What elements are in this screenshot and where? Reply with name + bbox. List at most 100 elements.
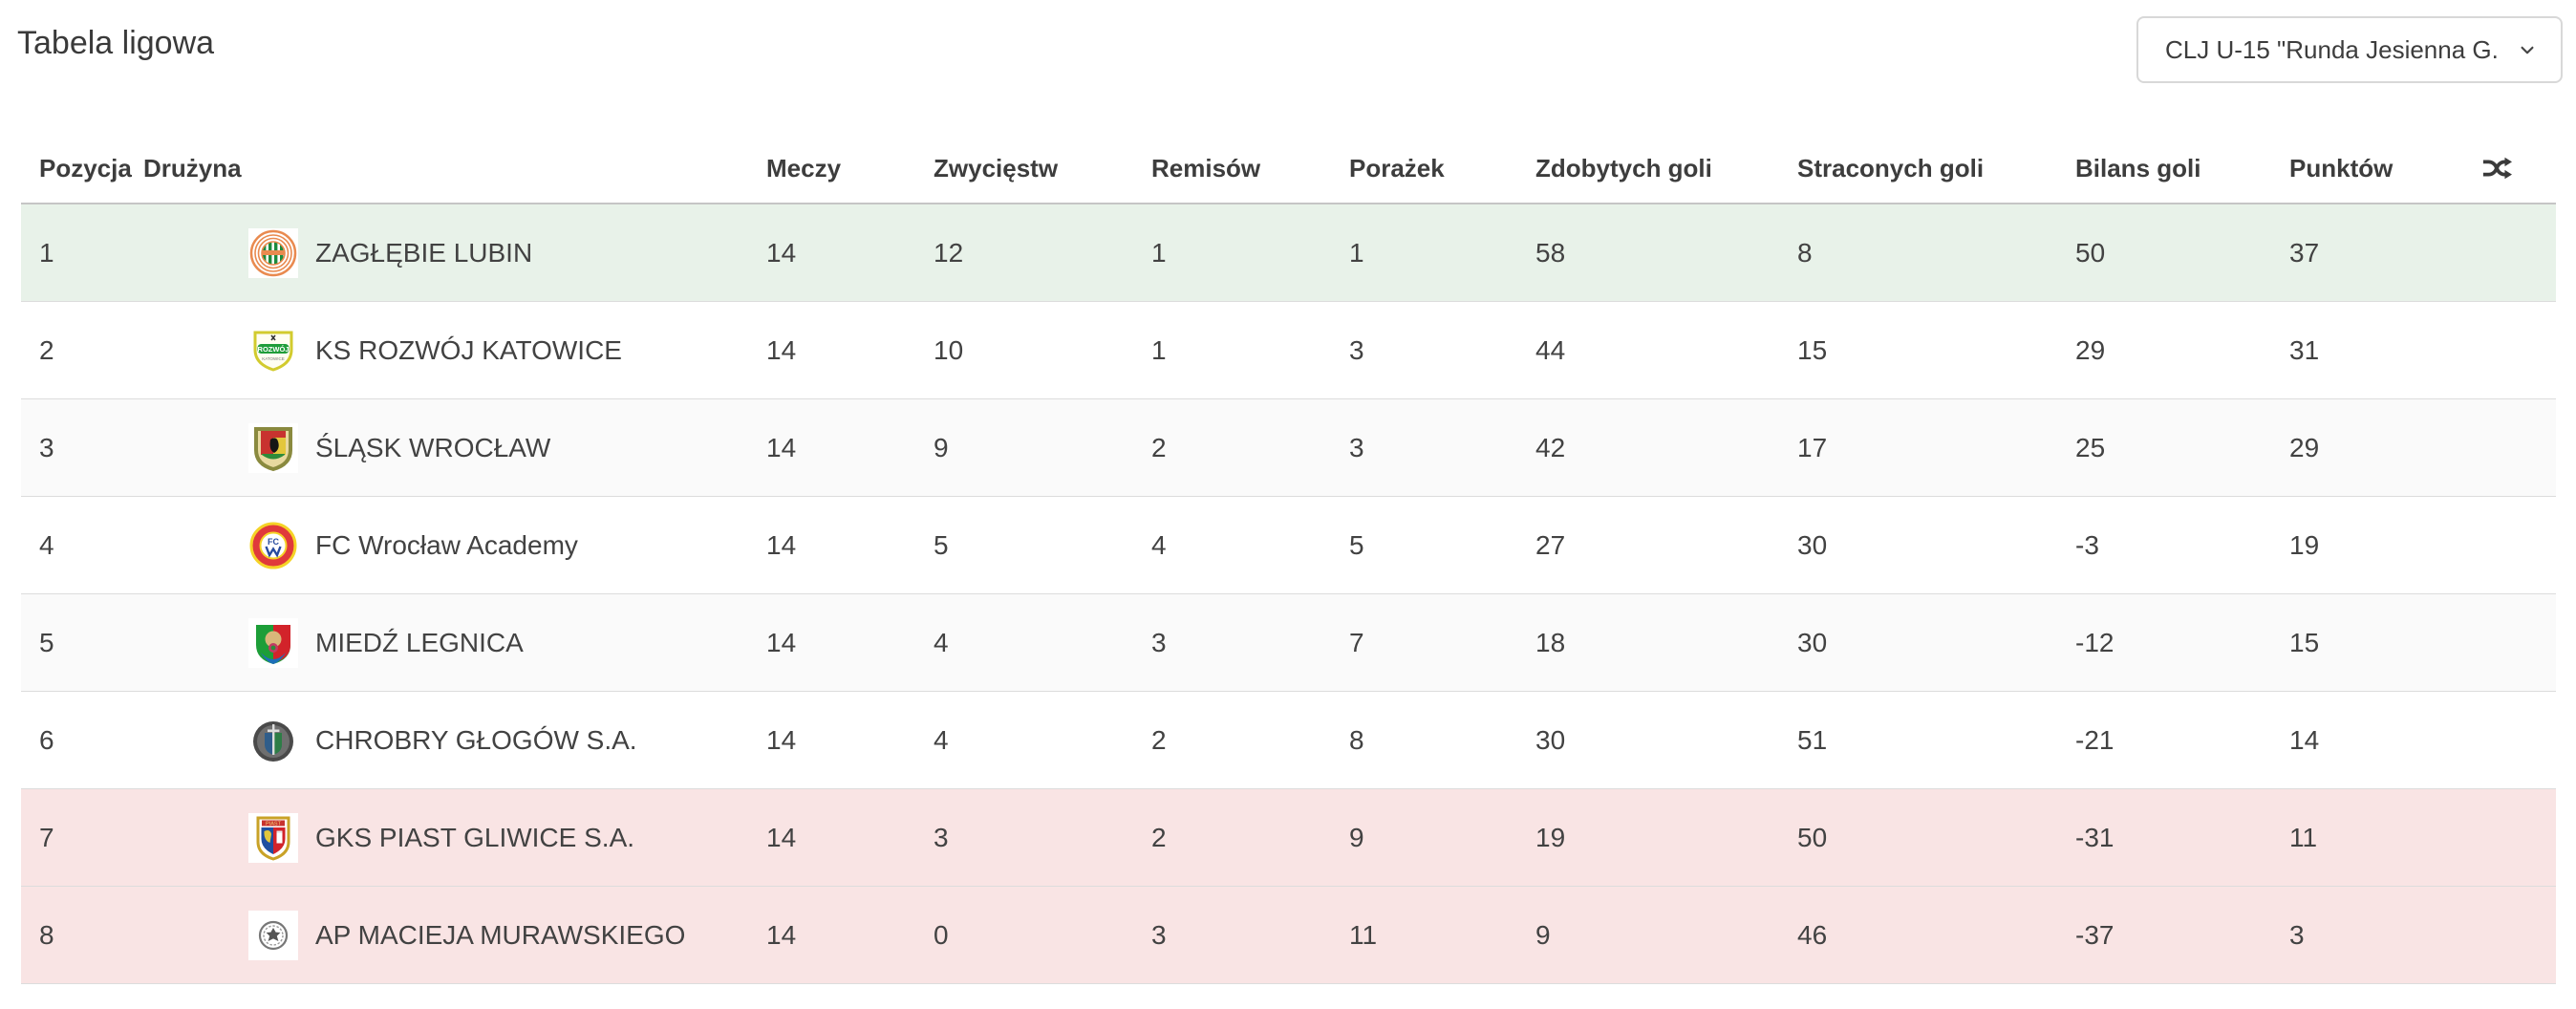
goal-balance-cell: 29 xyxy=(2075,334,2106,365)
wins-cell: 12 xyxy=(934,237,964,268)
position-cell: 8 xyxy=(39,919,54,950)
table-row[interactable]: 2 ROZWÓJ KATOWICE KS ROZWÓJ KATOWICE 14 1… xyxy=(21,302,2556,399)
fc-wroclaw-academy-logo: FC xyxy=(248,520,298,570)
draws-cell: 3 xyxy=(1151,919,1167,950)
losses-cell: 5 xyxy=(1349,529,1364,560)
goal-balance-cell: -37 xyxy=(2075,919,2114,950)
column-header-position: Pozycja xyxy=(39,153,132,182)
position-cell: 1 xyxy=(39,237,54,268)
draws-cell: 1 xyxy=(1151,334,1167,365)
matches-cell: 14 xyxy=(766,334,797,365)
competition-select[interactable]: CLJ U-15 "Runda Jesienna G... xyxy=(2136,16,2563,83)
wins-cell: 4 xyxy=(934,627,949,657)
team-name: KS ROZWÓJ KATOWICE xyxy=(315,334,622,365)
points-cell: 31 xyxy=(2289,334,2320,365)
team-name: CHROBRY GŁOGÓW S.A. xyxy=(315,724,637,755)
svg-text:PIAST: PIAST xyxy=(266,821,282,827)
position-cell: 2 xyxy=(39,334,54,365)
team-cell: FC FC Wrocław Academy xyxy=(143,520,766,570)
column-header-team: Drużyna xyxy=(143,153,242,182)
team-name: ZAGŁĘBIE LUBIN xyxy=(315,237,533,268)
chevron-down-icon xyxy=(2515,37,2540,62)
team-cell: AP MACIEJA MURAWSKIEGO xyxy=(143,910,766,960)
goals-for-cell: 30 xyxy=(1535,724,1566,755)
goals-against-cell: 30 xyxy=(1797,627,1828,657)
table-row[interactable]: 3 ŚLĄSK WROCŁAW 14 9 2 3 42 17 25 29 xyxy=(21,399,2556,497)
table-header-row: Pozycja Drużyna Meczy Zwycięstw Remisów … xyxy=(21,134,2556,204)
team-cell: MIEDŹ LEGNICA xyxy=(143,617,766,668)
position-cell: 7 xyxy=(39,822,54,852)
goals-against-cell: 17 xyxy=(1797,432,1828,462)
table-row[interactable]: 7 PIAST GKS PIAST GLIWICE S.A. 14 3 2 9 … xyxy=(21,789,2556,887)
losses-cell: 9 xyxy=(1349,822,1364,852)
goal-balance-cell: -21 xyxy=(2075,724,2114,755)
table-row[interactable]: 6 CHROBRY GŁOGÓW S.A. 14 4 2 8 30 51 -21… xyxy=(21,692,2556,789)
league-table: Pozycja Drużyna Meczy Zwycięstw Remisów … xyxy=(21,134,2556,984)
draws-cell: 2 xyxy=(1151,724,1167,755)
wins-cell: 9 xyxy=(934,432,949,462)
goals-for-cell: 27 xyxy=(1535,529,1566,560)
goals-against-cell: 46 xyxy=(1797,919,1828,950)
ap-macieja-murawskiego-logo xyxy=(248,910,298,960)
team-cell: PIAST GKS PIAST GLIWICE S.A. xyxy=(143,812,766,863)
losses-cell: 7 xyxy=(1349,627,1364,657)
team-cell: ZAGŁĘBIE LUBIN xyxy=(143,227,766,278)
wins-cell: 3 xyxy=(934,822,949,852)
team-name: ŚLĄSK WROCŁAW xyxy=(315,432,551,462)
column-header-matches: Meczy xyxy=(766,153,842,182)
shuffle-icon[interactable] xyxy=(2481,157,2512,180)
slask-wroclaw-logo xyxy=(248,422,298,473)
losses-cell: 3 xyxy=(1349,432,1364,462)
team-cell: ROZWÓJ KATOWICE KS ROZWÓJ KATOWICE xyxy=(143,325,766,376)
points-cell: 15 xyxy=(2289,627,2320,657)
table-row[interactable]: 4 FC FC Wrocław Academy 14 5 4 5 27 30 -… xyxy=(21,497,2556,594)
table-body: 1 ZAGŁĘBIE LUBIN 14 12 1 1 58 8 50 37 2 … xyxy=(21,204,2556,984)
table-row[interactable]: 8 AP MACIEJA MURAWSKIEGO 14 0 3 11 9 46 … xyxy=(21,887,2556,984)
losses-cell: 3 xyxy=(1349,334,1364,365)
goals-against-cell: 51 xyxy=(1797,724,1828,755)
matches-cell: 14 xyxy=(766,432,797,462)
position-cell: 5 xyxy=(39,627,54,657)
goal-balance-cell: 50 xyxy=(2075,237,2106,268)
points-cell: 19 xyxy=(2289,529,2320,560)
goals-for-cell: 58 xyxy=(1535,237,1566,268)
column-header-goals-against: Straconych goli xyxy=(1797,153,1985,182)
gks-piast-gliwice-logo: PIAST xyxy=(248,812,298,863)
team-name: FC Wrocław Academy xyxy=(315,529,578,560)
position-cell: 3 xyxy=(39,432,54,462)
chrobry-glogow-logo xyxy=(248,715,298,765)
miedz-legnica-logo xyxy=(248,617,298,668)
column-header-draws: Remisów xyxy=(1151,153,1261,182)
losses-cell: 8 xyxy=(1349,724,1364,755)
competition-select-value: CLJ U-15 "Runda Jesienna G... xyxy=(2165,34,2498,64)
goals-for-cell: 19 xyxy=(1535,822,1566,852)
position-cell: 6 xyxy=(39,724,54,755)
team-cell: ŚLĄSK WROCŁAW xyxy=(143,422,766,473)
goal-balance-cell: -3 xyxy=(2075,529,2099,560)
goals-against-cell: 30 xyxy=(1797,529,1828,560)
losses-cell: 1 xyxy=(1349,237,1364,268)
losses-cell: 11 xyxy=(1349,919,1378,950)
rozwoj-katowice-logo: ROZWÓJ KATOWICE xyxy=(248,325,298,376)
points-cell: 14 xyxy=(2289,724,2320,755)
points-cell: 37 xyxy=(2289,237,2320,268)
column-header-losses: Porażek xyxy=(1349,153,1445,182)
table-row[interactable]: 5 MIEDŹ LEGNICA 14 4 3 7 18 30 -12 15 xyxy=(21,594,2556,692)
svg-text:KATOWICE: KATOWICE xyxy=(262,356,285,361)
draws-cell: 2 xyxy=(1151,822,1167,852)
draws-cell: 1 xyxy=(1151,237,1167,268)
wins-cell: 0 xyxy=(934,919,949,950)
matches-cell: 14 xyxy=(766,822,797,852)
team-cell: CHROBRY GŁOGÓW S.A. xyxy=(143,715,766,765)
points-cell: 3 xyxy=(2289,919,2305,950)
column-header-goals-for: Zdobytych goli xyxy=(1535,153,1712,182)
position-cell: 4 xyxy=(39,529,54,560)
table-row[interactable]: 1 ZAGŁĘBIE LUBIN 14 12 1 1 58 8 50 37 xyxy=(21,204,2556,302)
wins-cell: 4 xyxy=(934,724,949,755)
matches-cell: 14 xyxy=(766,919,797,950)
points-cell: 11 xyxy=(2289,822,2318,852)
goal-balance-cell: -31 xyxy=(2075,822,2114,852)
matches-cell: 14 xyxy=(766,529,797,560)
goals-against-cell: 8 xyxy=(1797,237,1813,268)
